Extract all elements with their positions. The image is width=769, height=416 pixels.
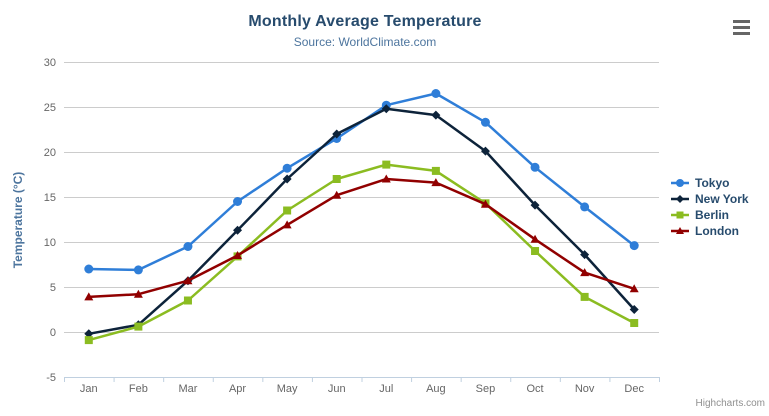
triangle-marker-icon[interactable]: [282, 220, 292, 229]
y-axis-title: Temperature (°C): [11, 171, 25, 269]
legend-symbol-diamond-icon: [671, 195, 689, 203]
x-axis-label: Jul: [379, 383, 393, 395]
circle-marker-icon: [676, 179, 684, 187]
series-line[interactable]: [87, 107, 636, 336]
triangle-marker-icon[interactable]: [183, 276, 193, 285]
legend-symbol-triangle-icon: [671, 227, 689, 234]
legend-label: Berlin: [695, 208, 730, 222]
y-axis-label: 15: [44, 192, 56, 204]
square-marker-icon[interactable]: [431, 166, 440, 175]
diamond-marker-icon[interactable]: [332, 129, 342, 139]
triangle-marker-icon[interactable]: [480, 199, 490, 208]
square-marker-icon[interactable]: [332, 175, 341, 183]
diamond-marker-icon: [676, 195, 684, 203]
triangle-marker-icon: [676, 227, 684, 234]
square-marker-icon[interactable]: [580, 292, 589, 301]
triangle-marker-icon[interactable]: [580, 268, 590, 277]
legend-item-london[interactable]: London: [671, 225, 749, 237]
triangle-marker-icon[interactable]: [530, 234, 540, 243]
legend-label: London: [695, 224, 739, 238]
x-axis-label: May: [277, 383, 298, 395]
x-axis-label: Feb: [129, 383, 148, 395]
y-axis-label: 5: [50, 282, 56, 294]
legend-symbol-circle-icon: [671, 179, 689, 187]
square-marker-icon[interactable]: [630, 319, 639, 327]
y-axis-label: -5: [46, 372, 56, 384]
diamond-marker-icon[interactable]: [629, 305, 639, 314]
diamond-marker-icon[interactable]: [381, 104, 391, 114]
series-new-york[interactable]: [84, 104, 639, 339]
legend-item-berlin[interactable]: Berlin: [671, 209, 749, 221]
x-axis-label: Jan: [80, 383, 98, 395]
triangle-marker-icon[interactable]: [629, 284, 639, 293]
series-line[interactable]: [87, 163, 636, 342]
legend-label: New York: [695, 192, 749, 206]
circle-marker-icon[interactable]: [580, 202, 590, 212]
diamond-marker-icon[interactable]: [580, 250, 590, 260]
credits-link[interactable]: Highcharts.com: [695, 398, 765, 409]
hamburger-icon: [733, 20, 750, 23]
diamond-marker-icon[interactable]: [480, 146, 490, 156]
square-marker-icon[interactable]: [183, 296, 192, 305]
export-menu-button[interactable]: [733, 20, 750, 35]
y-axis-label: 20: [44, 147, 56, 159]
x-axis-label: Nov: [575, 383, 595, 395]
x-axis-label: Apr: [229, 383, 246, 395]
circle-marker-icon[interactable]: [530, 162, 540, 172]
series-line[interactable]: [87, 177, 636, 299]
triangle-marker-icon[interactable]: [84, 292, 94, 301]
x-axis-label: Dec: [624, 383, 644, 395]
y-axis-label: 25: [44, 102, 56, 114]
triangle-marker-icon[interactable]: [233, 251, 243, 259]
y-axis-label: 10: [44, 237, 56, 249]
y-axis-label: 0: [50, 327, 56, 339]
circle-marker-icon[interactable]: [233, 197, 243, 206]
hamburger-icon: [733, 32, 750, 35]
x-axis-label: Jun: [328, 383, 346, 395]
circle-marker-icon[interactable]: [480, 117, 490, 127]
legend-item-tokyo[interactable]: Tokyo: [671, 177, 749, 189]
chart-title: Monthly Average Temperature: [248, 13, 482, 30]
diamond-marker-icon[interactable]: [84, 329, 94, 339]
circle-marker-icon[interactable]: [133, 265, 143, 275]
x-axis-label: Oct: [526, 383, 543, 395]
circle-marker-icon[interactable]: [629, 241, 639, 251]
legend-label: Tokyo: [695, 176, 730, 190]
circle-marker-icon[interactable]: [282, 163, 292, 173]
chart-subtitle: Source: WorldClimate.com: [293, 35, 437, 49]
triangle-marker-icon[interactable]: [332, 190, 342, 199]
legend-symbol-square-icon: [671, 211, 689, 219]
square-marker-icon[interactable]: [283, 206, 292, 215]
square-marker-icon[interactable]: [134, 322, 143, 331]
series-line[interactable]: [87, 92, 636, 272]
square-marker-icon: [676, 211, 684, 219]
diamond-marker-icon[interactable]: [282, 174, 292, 184]
circle-marker-icon[interactable]: [183, 242, 193, 251]
series-tokyo[interactable]: [84, 89, 639, 275]
x-axis-label: Sep: [476, 383, 496, 395]
x-axis-label: Mar: [178, 383, 197, 395]
x-axis-label: Aug: [426, 383, 446, 395]
legend: Tokyo New York Berlin London: [671, 177, 749, 237]
triangle-marker-icon[interactable]: [431, 178, 441, 187]
circle-marker-icon[interactable]: [431, 89, 441, 98]
diamond-marker-icon[interactable]: [530, 200, 540, 210]
diamond-marker-icon[interactable]: [431, 110, 441, 120]
square-marker-icon[interactable]: [531, 247, 540, 255]
legend-item-new-york[interactable]: New York: [671, 193, 749, 205]
series-london[interactable]: [84, 174, 639, 301]
square-marker-icon[interactable]: [382, 160, 391, 169]
circle-marker-icon[interactable]: [84, 264, 94, 274]
diamond-marker-icon[interactable]: [233, 225, 243, 235]
hamburger-icon: [733, 26, 750, 29]
triangle-marker-icon[interactable]: [381, 174, 391, 183]
square-marker-icon[interactable]: [84, 336, 93, 345]
triangle-marker-icon[interactable]: [133, 289, 143, 298]
y-axis-label: 30: [44, 57, 56, 69]
